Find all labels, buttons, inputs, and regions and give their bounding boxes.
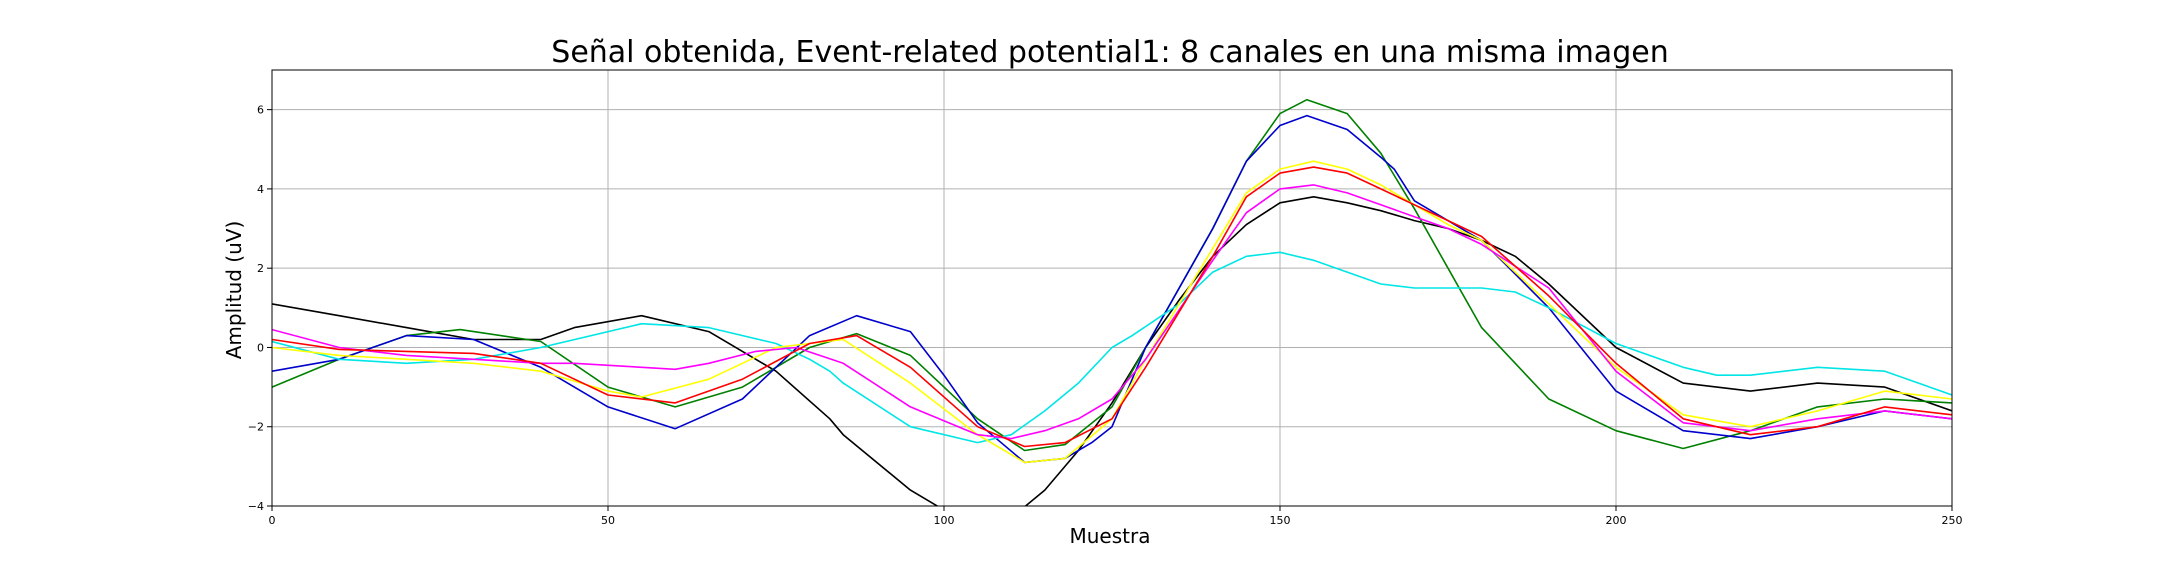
y-tick-label: 2 — [257, 262, 264, 275]
y-tick-label: 6 — [257, 104, 264, 117]
series-line-1 — [272, 196, 1952, 506]
x-tick-label: 100 — [934, 514, 955, 527]
grid — [271, 70, 1953, 507]
plot-frame — [271, 69, 1953, 507]
y-axis-label: Amplitud (uV) — [222, 221, 246, 360]
x-tick-label: 150 — [1270, 514, 1291, 527]
chart-title: Señal obtenida, Event-related potential1… — [551, 35, 1668, 70]
y-tick-label: 0 — [257, 341, 264, 354]
y-tick-label: −4 — [248, 500, 264, 513]
series-line-6 — [272, 184, 1952, 440]
x-axis-label: Muestra — [1070, 524, 1151, 548]
y-tick-label: 4 — [257, 183, 264, 196]
axes: 0 50 100 150 200 250 −4 −2 0 2 4 6 — [248, 69, 1963, 527]
series-line-5 — [272, 160, 1952, 464]
y-tick-label: −2 — [248, 421, 264, 434]
x-tick-label: 250 — [1942, 514, 1963, 527]
x-tick-label: 0 — [269, 514, 276, 527]
series-line-7 — [272, 166, 1952, 448]
series-line-3 — [272, 114, 1952, 464]
x-tick-label: 50 — [601, 514, 615, 527]
series-layer — [272, 98, 1952, 506]
x-tick-label: 200 — [1606, 514, 1627, 527]
